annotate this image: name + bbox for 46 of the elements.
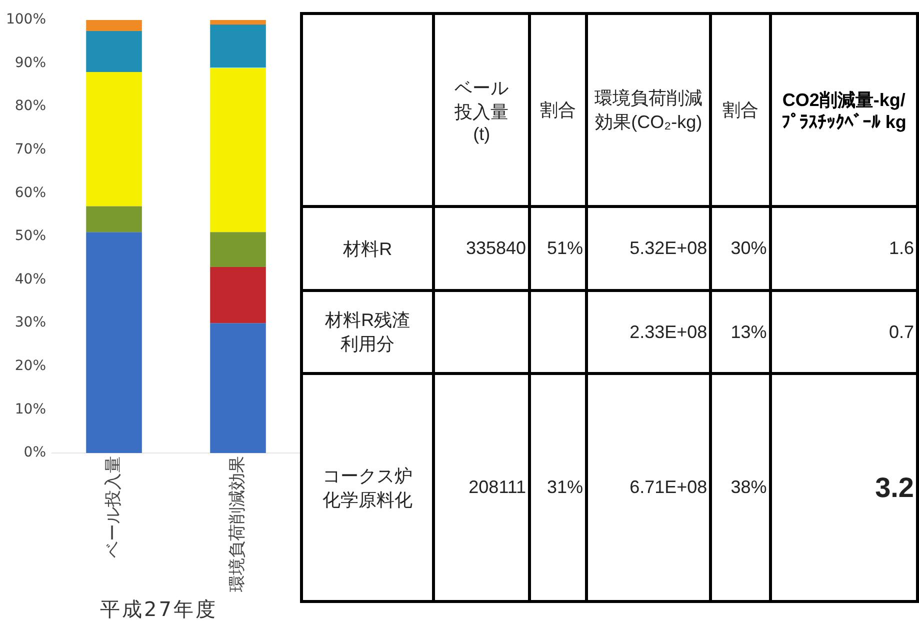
y-tick-label: 80% <box>14 98 46 114</box>
category-label: コークス炉化学原料化 <box>322 466 413 510</box>
y-tick-label: 20% <box>14 358 46 374</box>
y-tick-label: 0% <box>24 444 46 461</box>
text: 6.71E+08 <box>630 477 708 497</box>
bar <box>210 266 266 324</box>
bar <box>210 323 266 453</box>
bar <box>210 68 266 232</box>
category-label: CO2削減量-kg/ ﾌﾟﾗｽﾁｯｸﾍﾞｰﾙ kg <box>781 88 906 132</box>
text: 30% <box>730 238 767 258</box>
x-tick-label: 環境負荷削減効果 <box>227 456 248 592</box>
text: 平成27年度 <box>100 596 218 623</box>
bar <box>210 24 266 68</box>
text: 1.6 <box>888 238 914 258</box>
category-label: 割合 <box>540 99 576 122</box>
category-label: ベール投入量(t) <box>454 76 510 144</box>
y-tick-label: 10% <box>14 401 46 418</box>
text: 335840 <box>466 238 526 258</box>
y-tick-label: 30% <box>14 314 46 331</box>
text: 3.2 <box>875 472 914 502</box>
bar <box>86 232 142 453</box>
category-label: 割合 <box>722 99 758 122</box>
text: 51% <box>546 238 584 258</box>
text: 13% <box>730 322 767 342</box>
bar <box>86 72 142 206</box>
text: 31% <box>546 477 584 497</box>
y-tick-label: 40% <box>14 271 46 288</box>
bar <box>210 232 266 267</box>
bar <box>86 206 142 232</box>
category-label: 材料R残渣利用分 <box>325 310 410 354</box>
y-tick-label: 50% <box>14 228 46 244</box>
y-tick-label: 90% <box>14 54 46 71</box>
category-label: 環境負荷削減効果(CO₂-kg) <box>594 87 704 134</box>
x-tick-label: ベール投入量 <box>103 456 124 558</box>
y-tick-label: 100% <box>6 12 46 28</box>
bar <box>86 20 142 31</box>
bar <box>86 30 142 72</box>
text: 0.7 <box>888 322 914 342</box>
text: 5.32E+08 <box>630 238 708 258</box>
text: 208111 <box>468 477 526 497</box>
y-tick-label: 60% <box>14 184 46 201</box>
category-label: 材料R <box>343 238 392 258</box>
y-tick-label: 70% <box>14 142 46 158</box>
text: 38% <box>730 477 767 497</box>
bar <box>210 20 266 24</box>
text: 2.33E+08 <box>630 322 708 342</box>
